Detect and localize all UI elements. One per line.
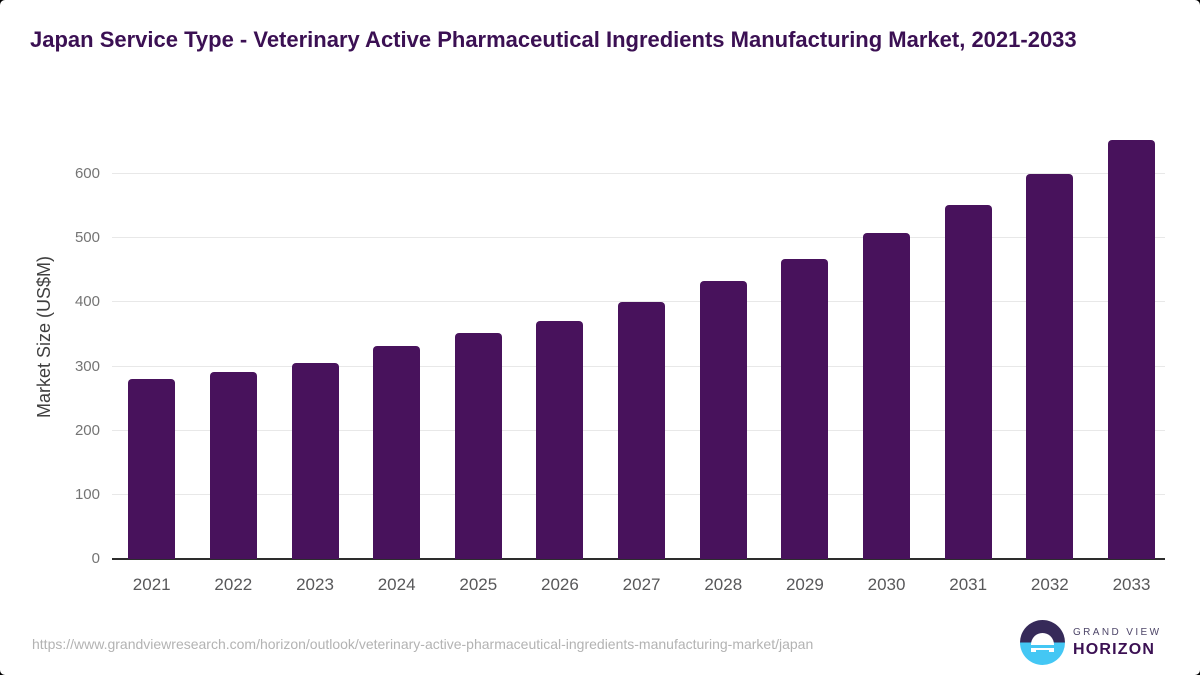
window-corner	[0, 670, 5, 675]
window-corner	[0, 0, 5, 5]
x-tick-label-2031: 2031	[949, 575, 988, 594]
bar-2033[interactable]	[1108, 140, 1155, 559]
x-tick-label-2022: 2022	[214, 575, 253, 594]
horizon-sun-icon	[1020, 620, 1065, 665]
gridline-600	[112, 173, 1165, 174]
y-tick-label-600: 600	[74, 165, 100, 182]
bar-2022[interactable]	[209, 371, 257, 559]
y-axis-title: Market Size (US$M)	[34, 255, 54, 419]
y-tick-label-500: 500	[74, 229, 100, 247]
y-tick-label-0: 0	[91, 550, 100, 567]
y-tick-label-200: 200	[74, 421, 100, 439]
x-tick-label-2032: 2032	[1030, 575, 1069, 594]
x-axis-line	[112, 558, 1165, 560]
logo-text: GRAND VIEW HORIZON	[1073, 627, 1161, 659]
y-tick-label-300: 300	[74, 357, 100, 375]
bar-2024[interactable]	[373, 345, 421, 559]
window-corner	[1195, 0, 1200, 5]
y-tick-label-400: 400	[74, 293, 100, 311]
x-tick-label-2027: 2027	[622, 575, 661, 594]
sun-stripe	[1031, 645, 1054, 648]
bar-2032[interactable]	[1026, 174, 1074, 559]
bar-2023[interactable]	[291, 363, 339, 559]
logo-grand-view-label: GRAND VIEW	[1073, 626, 1162, 638]
bar-2031[interactable]	[944, 205, 992, 559]
sun-stripe	[1036, 650, 1049, 653]
grand-view-horizon-logo[interactable]: GRAND VIEW HORIZON	[1020, 620, 1161, 665]
plot-area: 0 100 200 300 400 500 600 2021 2022 2023 2024 2025 2…	[75, 120, 1165, 594]
x-tick-label-2028: 2028	[704, 575, 743, 594]
x-tick-label-2023: 2023	[296, 575, 334, 594]
bar-2027[interactable]	[618, 301, 666, 559]
y-tick-label-100: 100	[74, 485, 100, 503]
bar-2029[interactable]	[781, 259, 829, 559]
x-tick-label-2021: 2021	[132, 575, 171, 594]
source-url: https://www.grandviewresearch.com/horizo…	[32, 636, 814, 652]
x-tick-label-2025: 2025	[459, 575, 498, 594]
x-tick-label-2024: 2024	[377, 575, 416, 594]
x-tick-label-2029: 2029	[785, 575, 824, 594]
bar-2026[interactable]	[536, 320, 584, 559]
bar-2030[interactable]	[863, 233, 911, 559]
chart-title: Japan Service Type - Veterinary Active P…	[30, 27, 1077, 52]
x-tick-label-2033: 2033	[1112, 575, 1151, 594]
bar-2021[interactable]	[128, 379, 176, 559]
x-tick-label-2026: 2026	[541, 575, 579, 594]
gridline-500	[112, 237, 1165, 239]
logo-horizon-label: HORIZON	[1073, 640, 1156, 658]
bar-2028[interactable]	[699, 281, 747, 559]
window-corner	[1195, 670, 1200, 675]
bar-2025[interactable]	[454, 333, 502, 559]
x-tick-label-2030: 2030	[867, 575, 906, 594]
